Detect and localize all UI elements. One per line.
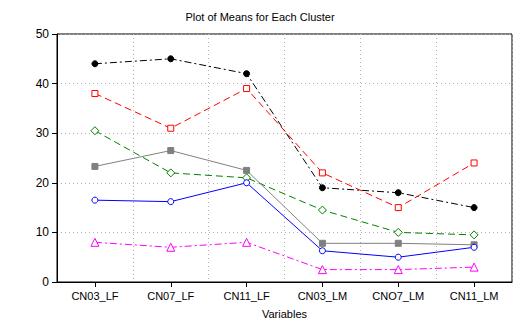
svg-text:Variables: Variables [262,308,308,320]
svg-text:CN03_LF: CN03_LF [71,290,118,302]
svg-text:10: 10 [36,225,50,239]
svg-text:CNO7_LM: CNO7_LM [372,290,424,302]
svg-text:40: 40 [36,77,50,91]
svg-text:20: 20 [36,176,50,190]
svg-text:Plot of Means for Each Cluster: Plot of Means for Each Cluster [185,11,335,23]
svg-text:CN11_LM: CN11_LM [450,290,499,302]
svg-text:30: 30 [36,126,50,140]
svg-text:0: 0 [42,275,49,289]
svg-text:CN11_LF: CN11_LF [223,290,270,302]
svg-text:50: 50 [36,27,50,41]
svg-text:CN07_LF: CN07_LF [147,290,194,302]
svg-text:CN03_LM: CN03_LM [298,290,348,302]
